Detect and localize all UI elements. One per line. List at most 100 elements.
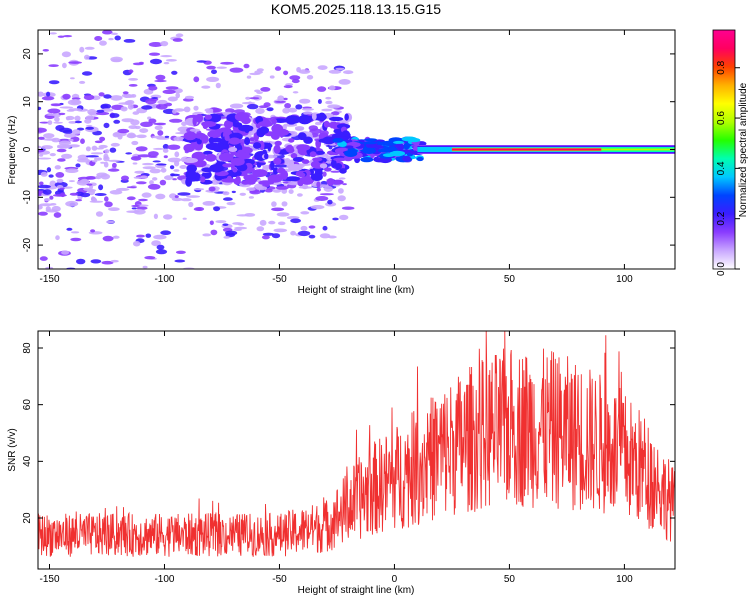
heatmap-cell: [152, 177, 158, 181]
heatmap-cell: [323, 167, 332, 172]
heatmap-cell: [303, 111, 313, 115]
heatmap-cell: [253, 142, 262, 149]
heatmap-cell: [339, 168, 347, 174]
heatmap-cell: [402, 155, 411, 162]
heatmap-cell: [130, 94, 137, 98]
heatmap-cell: [290, 230, 296, 236]
heatmap-cell: [284, 103, 291, 109]
heatmap-cell: [147, 183, 161, 190]
heatmap-cell: [309, 151, 317, 158]
heatmap-cell: [234, 151, 247, 158]
heatmap-cell: [148, 151, 159, 157]
heatmap-cell: [407, 137, 421, 143]
heatmap-cell: [83, 94, 95, 101]
heatmap-cell: [92, 198, 98, 202]
y-tick-label: 40: [22, 455, 33, 467]
heatmap-cell: [252, 169, 268, 178]
heatmap-cell: [39, 181, 44, 186]
snr-ylabel: SNR (v/v): [7, 428, 18, 471]
heatmap-cell: [48, 64, 59, 67]
heatmap-cell: [110, 142, 120, 147]
heatmap-cell: [99, 40, 107, 46]
heatmap-cell: [298, 114, 312, 125]
heatmap-cell: [140, 175, 148, 179]
heatmap-cell: [317, 86, 327, 92]
heatmap-cell: [163, 155, 168, 159]
heatmap-cell: [275, 185, 289, 190]
heatmap-cell: [193, 76, 200, 83]
heatmap-cell: [184, 95, 195, 100]
heatmap-cell: [308, 234, 316, 239]
heatmap-cell: [173, 169, 180, 172]
heatmap-cell: [183, 106, 191, 113]
heatmap-cell: [226, 169, 242, 178]
heatmap-cell: [200, 176, 206, 183]
heatmap-cell: [186, 195, 201, 198]
heatmap-cell: [50, 103, 62, 107]
heatmap-cell: [205, 110, 214, 114]
heatmap-cell: [164, 175, 174, 181]
heatmap-cell: [175, 33, 184, 38]
heatmap-cell: [297, 230, 311, 237]
heatmap-cell: [38, 211, 48, 216]
heatmap-cell: [103, 156, 110, 162]
heatmap-cell: [289, 75, 301, 81]
heatmap-cell: [42, 49, 49, 52]
heatmap-cell: [268, 220, 276, 225]
heatmap-cell: [338, 188, 344, 194]
heatmap-cell: [264, 188, 273, 193]
heatmap-cell: [179, 165, 188, 169]
heatmap-cell: [182, 157, 198, 163]
heatmap-cell: [48, 174, 54, 178]
heatmap-cell: [87, 109, 97, 115]
heatmap-cell: [62, 62, 67, 69]
heatmap-cell: [41, 145, 53, 150]
heatmap-cell: [57, 35, 65, 38]
heatmap-cell: [326, 178, 335, 186]
heatmap-cell: [244, 137, 251, 146]
heatmap-cell: [230, 157, 245, 166]
snr-panel: -150 -100 -50 0 50 100 20 40 60 80 Height of str…: [7, 330, 676, 596]
heatmap-cell: [225, 230, 238, 236]
heatmap-cell: [45, 209, 59, 213]
heatmap-cell: [136, 234, 145, 238]
heatmap-cell: [172, 38, 183, 42]
heatmap-cell: [301, 159, 310, 164]
heatmap-cell: [403, 142, 410, 150]
heatmap-cell: [38, 184, 51, 189]
heatmap-cell: [236, 214, 249, 217]
heatmap-cell: [172, 109, 177, 114]
heatmap-cell: [107, 168, 120, 172]
heatmap-cell: [99, 136, 106, 142]
heatmap-cell: [93, 157, 103, 161]
heatmap-cell: [344, 150, 358, 157]
heatmap-cell: [339, 214, 349, 221]
heatmap-cell: [84, 54, 90, 60]
heatmap-cell: [224, 134, 230, 141]
snr-line-series: [38, 331, 675, 557]
heatmap-cell: [103, 122, 110, 129]
heatmap-cell: [131, 207, 137, 210]
heatmap-cell: [133, 240, 141, 247]
heatmap-cell: [61, 51, 71, 58]
heatmap-cell: [175, 92, 180, 99]
heatmap-cell: [79, 80, 86, 84]
heatmap-cell: [206, 76, 220, 82]
heatmap-cell: [174, 160, 180, 167]
heatmap-cell: [274, 164, 287, 168]
heatmap-cell: [65, 115, 75, 121]
heatmap-cell: [220, 61, 235, 65]
heatmap-cell: [317, 99, 322, 104]
heatmap-cell: [85, 126, 94, 130]
heatmap-cell: [127, 103, 134, 110]
heatmap-cell: [201, 121, 217, 128]
heatmap-cell: [345, 145, 354, 149]
heatmap-cell: [62, 35, 73, 38]
heatmap-cell: [152, 160, 161, 163]
heatmap-cell: [165, 86, 179, 90]
heatmap-cell: [283, 85, 293, 89]
heatmap-cell: [300, 211, 310, 215]
heatmap-cell: [325, 100, 333, 105]
heatmap-cell: [132, 111, 140, 115]
heatmap-cell: [49, 195, 54, 200]
